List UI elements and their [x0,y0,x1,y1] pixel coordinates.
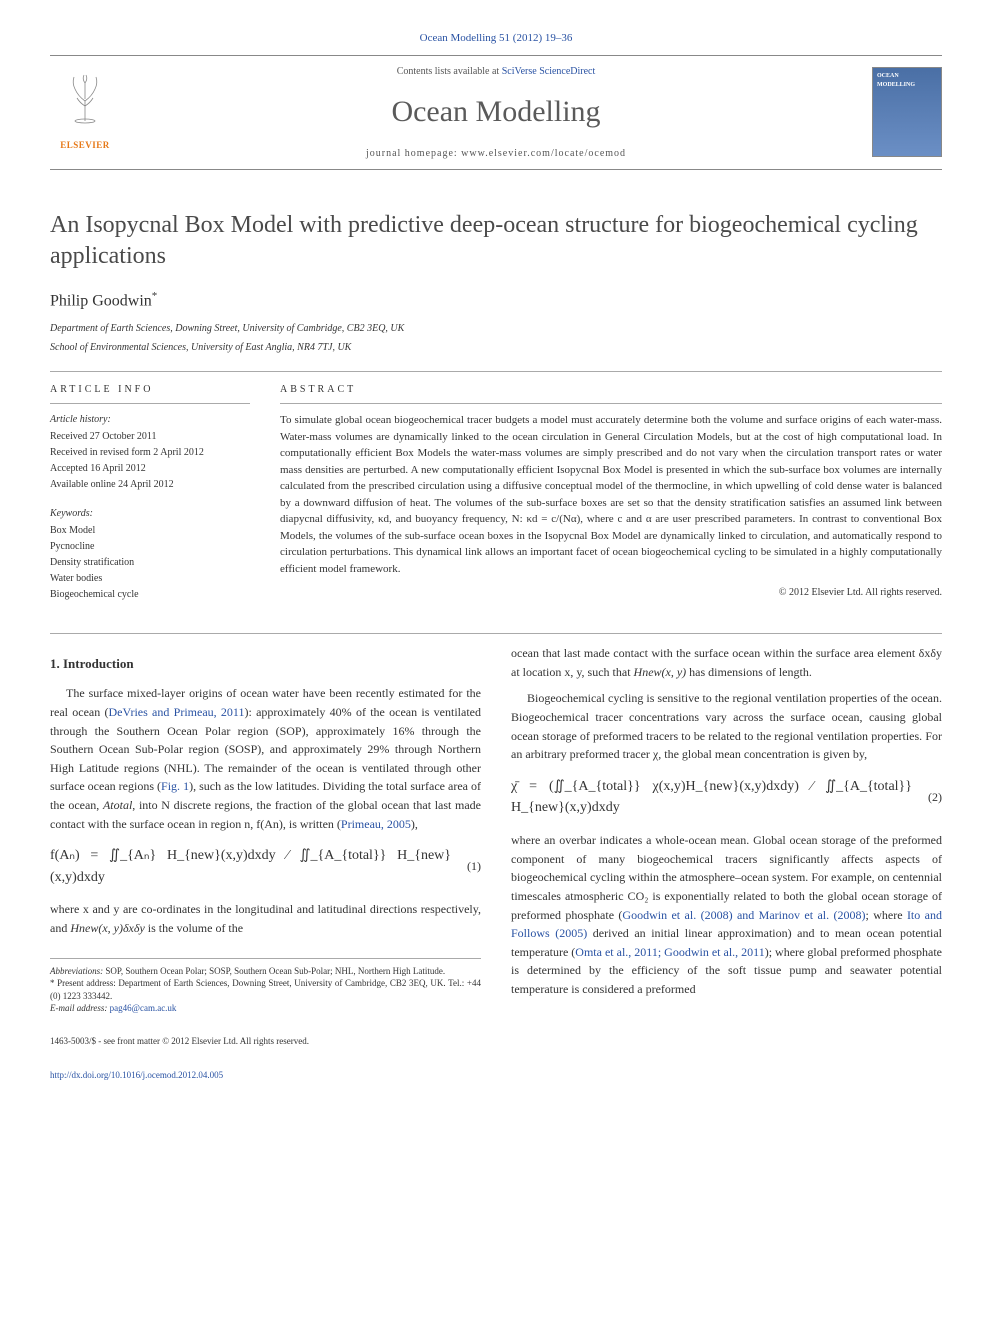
eq1-number: (1) [451,857,481,876]
abstract-text: To simulate global ocean biogeochemical … [280,412,942,577]
p2-text-b: is the volume of the [145,921,243,935]
paragraph-3: ocean that last made contact with the su… [511,644,942,681]
author-corr-marker: * [152,290,158,302]
eq1-body: f(Aₙ) = ∬_{Aₙ} H_{new}(x,y)dxdy ⁄ ∬_{A_{… [50,845,451,888]
abstract-block: ABSTRACT To simulate global ocean biogeo… [280,382,942,603]
corr-text: Present address: Department of Earth Sci… [50,978,481,1001]
history-online: Available online 24 April 2012 [50,477,250,492]
header-center: Contents lists available at SciVerse Sci… [120,64,872,161]
cite-goodwin-marinov[interactable]: Goodwin et al. (2008) and Marinov et al.… [622,908,865,922]
footnote-email: E-mail address: pag46@cam.ac.uk [50,1002,481,1015]
citation-header: Ocean Modelling 51 (2012) 19–36 [50,30,942,47]
footer-doi[interactable]: http://dx.doi.org/10.1016/j.ocemod.2012.… [50,1069,481,1083]
article-info-block: ARTICLE INFO Article history: Received 2… [50,382,250,603]
email-label: E-mail address: [50,1003,107,1013]
history-received: Received 27 October 2011 [50,429,250,444]
footer-issn: 1463-5003/$ - see front matter © 2012 El… [50,1035,481,1049]
history-revised: Received in revised form 2 April 2012 [50,445,250,460]
elsevier-tree-icon [60,71,110,139]
divider-rule-2 [50,633,942,634]
affiliation-2: School of Environmental Sciences, Univer… [50,340,942,355]
section-1-heading: 1. Introduction [50,654,481,674]
p1-text-e: ), [411,817,418,831]
info-abstract-container: ARTICLE INFO Article history: Received 2… [50,382,942,603]
paragraph-2: where x and y are co-ordinates in the lo… [50,900,481,937]
footnotes: Abbreviations: SOP, Southern Ocean Polar… [50,958,481,1015]
journal-header-bar: ELSEVIER Contents lists available at Sci… [50,55,942,170]
eq2-number: (2) [912,788,942,807]
article-info-heading: ARTICLE INFO [50,382,250,404]
affiliation-1: Department of Earth Sciences, Downing St… [50,321,942,336]
keyword-3: Density stratification [50,555,250,570]
p5-text-b: ; where [866,908,907,922]
divider-rule [50,371,942,372]
eq2-body: χ̄ = (∬_{A_{total}} χ(x,y)H_{new}(x,y)dx… [511,776,912,819]
history-label: Article history: [50,412,250,427]
contents-available-line: Contents lists available at SciVerse Sci… [120,64,872,79]
equation-2: χ̄ = (∬_{A_{total}} χ(x,y)H_{new}(x,y)dx… [511,776,942,819]
left-column: 1. Introduction The surface mixed-layer … [50,644,481,1083]
sciencedirect-link[interactable]: SciVerse ScienceDirect [502,66,596,77]
contents-prefix: Contents lists available at [397,66,502,77]
paragraph-1: The surface mixed-layer origins of ocean… [50,684,481,833]
paragraph-4: Biogeochemical cycling is sensitive to t… [511,689,942,763]
article-title: An Isopycnal Box Model with predictive d… [50,210,942,272]
abbrev-label: Abbreviations: [50,966,103,976]
journal-title: Ocean Modelling [120,89,872,134]
body-columns: 1. Introduction The surface mixed-layer … [50,644,942,1083]
publisher-name: ELSEVIER [60,139,110,153]
cite-omta-goodwin[interactable]: Omta et al., 2011; Goodwin et al., 2011 [575,945,764,959]
equation-1: f(Aₙ) = ∬_{Aₙ} H_{new}(x,y)dxdy ⁄ ∬_{A_{… [50,845,481,888]
var-hnew: Hnew(x, y)δxδy [70,921,144,935]
homepage-prefix: journal homepage: [366,148,461,159]
keyword-5: Biogeochemical cycle [50,587,250,602]
publisher-logo: ELSEVIER [50,72,120,152]
paragraph-5: where an overbar indicates a whole-ocean… [511,831,942,998]
history-accepted: Accepted 16 April 2012 [50,461,250,476]
var-atotal: Atotal [103,798,132,812]
right-column: ocean that last made contact with the su… [511,644,942,1083]
cite-primeau[interactable]: Primeau, 2005 [341,817,411,831]
abbrev-text: SOP, Southern Ocean Polar; SOSP, Souther… [103,966,445,976]
footnote-corresponding: * Present address: Department of Earth S… [50,977,481,1002]
cite-fig1[interactable]: Fig. 1 [161,779,189,793]
footnote-abbrev: Abbreviations: SOP, Southern Ocean Polar… [50,965,481,978]
author-name: Philip Goodwin* [50,288,942,313]
keyword-1: Box Model [50,523,250,538]
homepage-url: www.elsevier.com/locate/ocemod [461,148,626,159]
var-hnew2: Hnew(x, y) [634,665,687,679]
cite-devries[interactable]: DeVries and Primeau, 2011 [109,705,245,719]
p3-text-b: has dimensions of length. [686,665,812,679]
keyword-4: Water bodies [50,571,250,586]
keyword-2: Pycnocline [50,539,250,554]
email-link[interactable]: pag46@cam.ac.uk [107,1003,176,1013]
abstract-heading: ABSTRACT [280,382,942,404]
author-text: Philip Goodwin [50,292,152,309]
abstract-copyright: © 2012 Elsevier Ltd. All rights reserved… [280,585,942,600]
keywords-label: Keywords: [50,506,250,521]
cover-title-text: OCEAN MODELLING [877,72,937,90]
journal-homepage-line: journal homepage: www.elsevier.com/locat… [120,146,872,161]
journal-cover-thumbnail: OCEAN MODELLING [872,67,942,157]
